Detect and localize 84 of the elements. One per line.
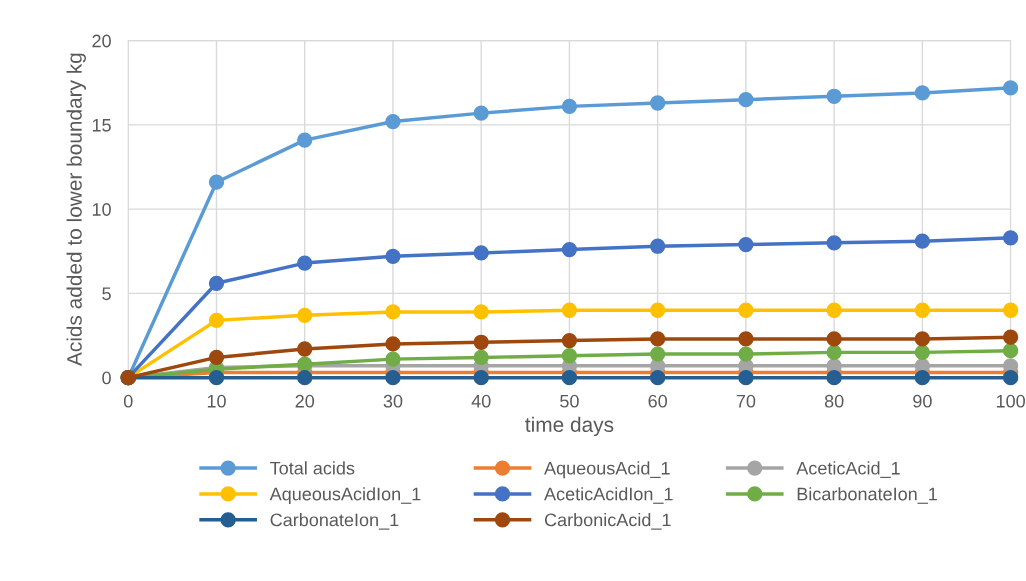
point	[1002, 230, 1019, 246]
x-tick-label: 80	[824, 394, 844, 408]
point	[385, 370, 401, 386]
point	[914, 331, 931, 347]
y-tick-label: 0	[102, 371, 111, 385]
point	[914, 233, 931, 249]
point	[561, 241, 578, 258]
point	[297, 132, 313, 148]
point	[297, 307, 313, 323]
point	[473, 349, 489, 366]
point	[826, 235, 842, 251]
point	[385, 304, 401, 320]
point	[650, 346, 666, 362]
point	[826, 331, 842, 347]
point	[385, 336, 401, 352]
x-tick-label: 70	[736, 394, 756, 408]
y-axis-title: Acids added to lower boundary kg	[66, 53, 86, 367]
y-tick-label: 20	[92, 34, 111, 48]
x-tick-label: 90	[913, 394, 932, 408]
point	[297, 255, 313, 271]
point	[650, 331, 666, 347]
point	[1002, 302, 1019, 318]
legend-label: BicarbonateIon_1	[797, 487, 937, 504]
point	[650, 95, 666, 111]
point	[561, 348, 578, 364]
point	[738, 302, 754, 318]
point	[914, 344, 931, 361]
x-tick-label: 60	[648, 394, 667, 408]
point	[738, 236, 754, 253]
x-tick-label: 40	[471, 394, 491, 408]
point	[914, 85, 931, 101]
point	[826, 88, 842, 104]
point	[738, 92, 754, 108]
point	[385, 248, 401, 264]
point	[561, 370, 578, 386]
point	[473, 334, 489, 350]
point	[826, 370, 842, 386]
x-axis-title: time days	[525, 416, 614, 437]
point	[297, 370, 313, 386]
point	[473, 304, 489, 320]
legend-label: AqueousAcidIon_1	[269, 487, 421, 504]
point	[385, 113, 401, 130]
point	[650, 302, 666, 318]
x-tick-label: 10	[207, 394, 226, 408]
x-tick-label: 20	[295, 394, 315, 408]
point	[561, 98, 578, 115]
point	[208, 275, 225, 291]
x-tick-label: 100	[996, 394, 1025, 408]
point	[1002, 370, 1019, 386]
point	[1002, 80, 1019, 96]
legend-label: AceticAcidIon_1	[544, 487, 673, 504]
point	[473, 245, 489, 261]
point	[1002, 343, 1019, 359]
y-tick-label: 15	[92, 119, 111, 132]
point	[738, 331, 754, 347]
point	[473, 105, 489, 121]
legend-label: CarbonateIon_1	[270, 513, 399, 530]
point	[1002, 329, 1019, 345]
legend-label: AqueousAcid_1	[544, 461, 670, 479]
point	[208, 349, 225, 366]
y-tick-label: 5	[102, 287, 111, 301]
point	[297, 341, 313, 357]
point	[650, 238, 666, 254]
x-tick-label: 0	[123, 394, 133, 408]
point	[208, 174, 225, 190]
legend-label: Total acids	[270, 461, 355, 475]
point	[738, 346, 754, 362]
legend-label: CarbonicAcid_1	[544, 513, 671, 530]
point	[561, 332, 578, 349]
point	[914, 370, 931, 386]
point	[826, 302, 842, 318]
point	[385, 351, 401, 367]
point	[561, 302, 578, 318]
legend-label: AceticAcid_1	[796, 461, 900, 478]
point	[914, 302, 931, 318]
x-tick-label: 50	[560, 394, 579, 408]
x-tick-label: 30	[383, 394, 403, 408]
point	[826, 344, 842, 361]
point	[208, 312, 225, 329]
point	[473, 370, 489, 386]
point	[208, 370, 225, 386]
point	[650, 370, 666, 386]
point	[738, 370, 754, 386]
y-tick-label: 10	[92, 203, 111, 216]
